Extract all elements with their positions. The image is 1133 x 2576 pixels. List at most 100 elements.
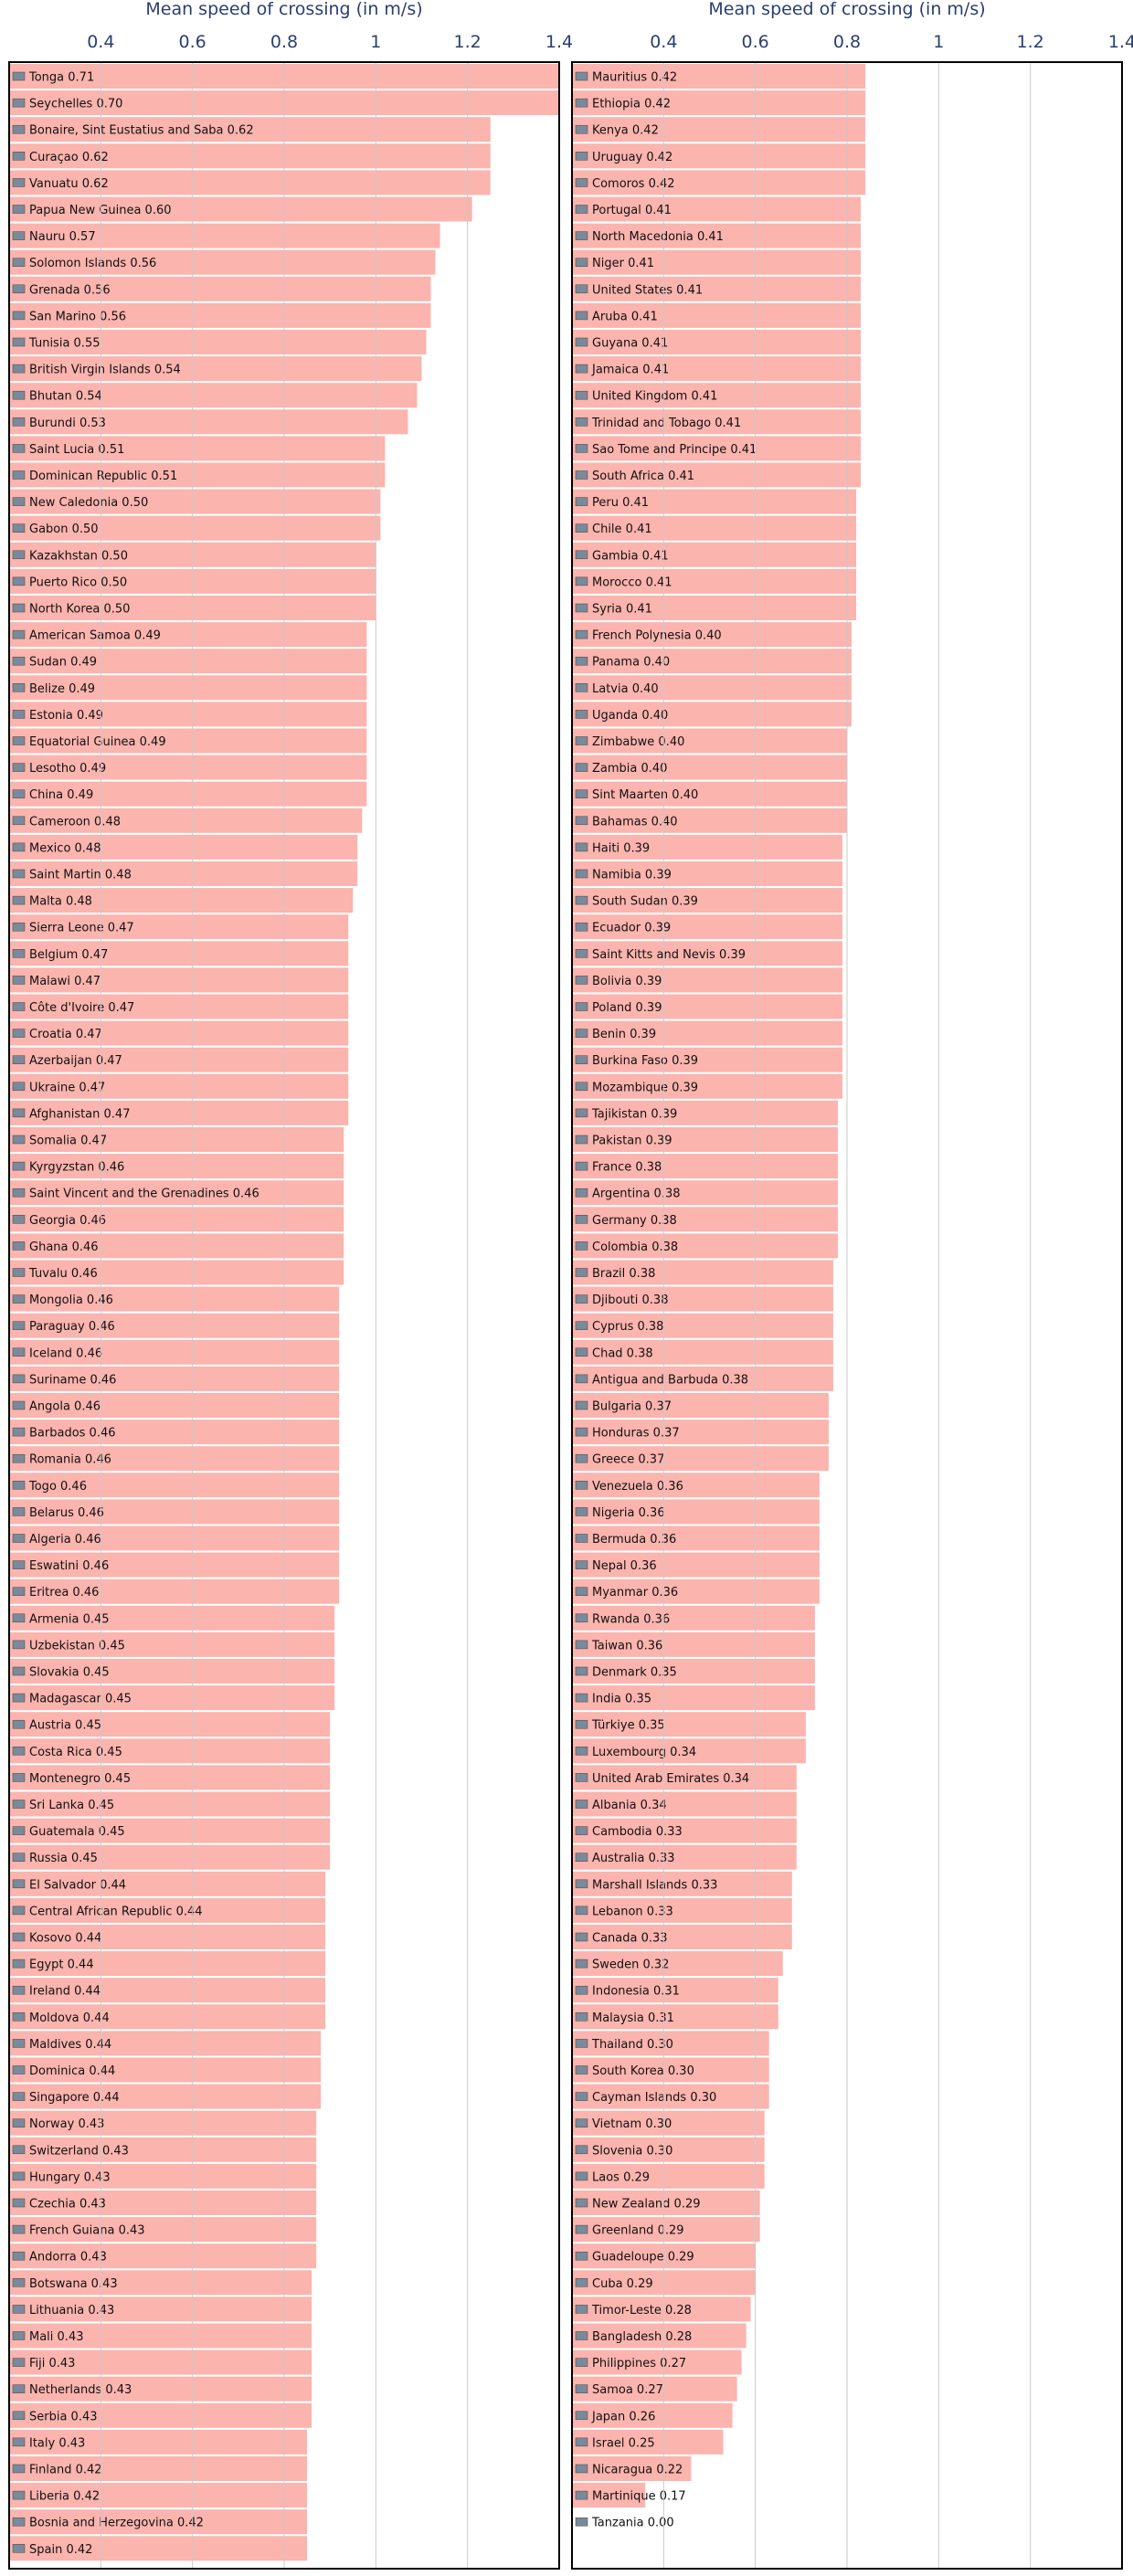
bar-label-belize: Belize 0.49 <box>29 682 95 696</box>
bar-label-laos: Laos 0.29 <box>592 2170 650 2184</box>
flag-icon-american-samoa <box>12 629 26 639</box>
bar-label-sint-maarten: Sint Maarten 0.40 <box>592 788 698 802</box>
bar-uruguay <box>573 143 866 169</box>
flag-icon-denmark <box>575 1666 588 1676</box>
flag-icon-bulgaria <box>575 1400 588 1410</box>
flag-icon-madagascar <box>12 1693 26 1703</box>
bar-label-algeria: Algeria 0.46 <box>29 1533 101 1547</box>
bar-czechia <box>10 2191 317 2215</box>
bar-label-indonesia: Indonesia 0.31 <box>592 1985 680 1999</box>
bar-label-sudan: Sudan 0.49 <box>29 656 97 670</box>
bar-label-ireland: Ireland 0.44 <box>29 1985 101 1999</box>
bar-label-puerto-rico: Puerto Rico 0.50 <box>29 575 127 589</box>
flag-icon-japan <box>575 2411 588 2421</box>
bar-label-equatorial-guinea: Equatorial Guinea 0.49 <box>29 735 166 749</box>
bar-label-sao-tome-and-principe: Sao Tome and Principe 0.41 <box>592 443 757 457</box>
bar-myanmar <box>573 1578 820 1604</box>
bar-label-bahamas: Bahamas 0.40 <box>592 815 678 829</box>
flag-icon-kosovo <box>12 1932 26 1942</box>
bar-finland <box>10 2456 308 2481</box>
bar-ecuador <box>573 914 842 940</box>
flag-icon-thailand <box>575 2039 588 2048</box>
flag-icon-ethiopia <box>575 98 588 108</box>
flag-icon-malaysia <box>575 2012 588 2022</box>
bar-label-el-salvador: El Salvador 0.44 <box>29 1878 126 1892</box>
bar-label-cayman-islands: Cayman Islands 0.30 <box>592 2091 716 2105</box>
x-axis-title: Mean speed of crossing (in m/s) <box>145 0 422 19</box>
flag-icon-united-states <box>575 284 588 294</box>
bar-label-tunisia: Tunisia 0.55 <box>28 337 101 351</box>
bar-label-guyana: Guyana 0.41 <box>592 337 668 351</box>
bar-label-australia: Australia 0.33 <box>592 1852 675 1865</box>
flag-icon-hungary <box>12 2171 26 2181</box>
bar-belize <box>10 675 367 701</box>
flag-icon-new-zealand <box>575 2198 588 2208</box>
flag-icon-sierra-leone <box>12 922 26 932</box>
chart-panel-2: Mean speed of crossing (in m/s) Mauritius… <box>571 0 1133 2570</box>
bar-philippines <box>573 2349 742 2375</box>
bar-label-burundi: Burundi 0.53 <box>29 417 106 430</box>
flag-icon-saint-vincent-and-the-grenadines <box>12 1188 26 1198</box>
bar-label-serbia: Serbia 0.43 <box>29 2410 98 2423</box>
bar-label-uruguay: Uruguay 0.42 <box>592 151 672 164</box>
flag-icon-finland <box>12 2464 26 2474</box>
bar-tuvalu <box>10 1260 344 1285</box>
flag-icon-south-korea <box>575 2065 588 2075</box>
flag-icon-mozambique <box>575 1082 588 1092</box>
bar-label-guatemala: Guatemala 0.45 <box>29 1825 125 1839</box>
bar-bonaire-sint-eustatius-and-saba <box>10 117 491 143</box>
flag-icon-luxembourg <box>575 1747 588 1756</box>
bar-label-estonia: Estonia 0.49 <box>29 709 103 723</box>
flag-icon-timor-leste <box>575 2305 588 2314</box>
bar-label-costa-rica: Costa Rica 0.45 <box>29 1746 122 1759</box>
bar-united-states <box>573 276 862 301</box>
flag-icon-rwanda <box>575 1613 588 1623</box>
bar-label-norway: Norway 0.43 <box>29 2117 104 2131</box>
bar-label-cote-d-ivoire: Côte d'Ivoire 0.47 <box>29 1001 134 1015</box>
x-tick-label: 1.2 <box>454 32 482 52</box>
bar-label-philippines: Philippines 0.27 <box>592 2357 686 2370</box>
bar-label-united-arab-emirates: United Arab Emirates 0.34 <box>592 1772 749 1786</box>
flag-icon-new-caledonia <box>12 497 26 506</box>
bar-label-curacao: Curaçao 0.62 <box>29 151 109 164</box>
bar-taiwan <box>573 1631 815 1657</box>
flag-icon-jamaica <box>575 364 588 374</box>
bar-label-zimbabwe: Zimbabwe 0.40 <box>592 735 684 749</box>
flag-icon-sri-lanka <box>12 1800 26 1809</box>
flag-icon-malawi <box>12 976 26 985</box>
bar-spain <box>10 2536 308 2561</box>
flag-icon-afghanistan <box>12 1108 26 1118</box>
bar-label-afghanistan: Afghanistan 0.47 <box>29 1107 130 1121</box>
bar-label-grenada: Grenada 0.56 <box>29 283 111 297</box>
bar-china <box>10 781 367 807</box>
chart-panel-1: Mean speed of crossing (in m/s) Tonga 0.7… <box>8 0 573 2570</box>
flag-icon-nauru <box>12 231 26 240</box>
flag-icon-burundi <box>12 417 26 427</box>
bar-label-uganda: Uganda 0.40 <box>592 709 668 723</box>
bar-azerbaijan <box>10 1047 349 1072</box>
bar-label-gambia: Gambia 0.41 <box>592 549 669 563</box>
bar-cote-d-ivoire <box>10 994 349 1019</box>
bar-label-liberia: Liberia 0.42 <box>29 2490 100 2504</box>
bar-afghanistan <box>10 1100 349 1125</box>
bar-kyrgyzstan <box>10 1154 344 1179</box>
bar-nigeria <box>573 1499 820 1525</box>
flag-icon-czechia <box>12 2198 26 2208</box>
bar-serbia <box>10 2402 312 2428</box>
bar-comoros <box>573 170 866 195</box>
bar-grenada <box>10 276 431 301</box>
bar-label-moldova: Moldova 0.44 <box>29 2011 110 2025</box>
x-tick-label: 1.4 <box>1108 32 1133 52</box>
flag-icon-lebanon <box>575 1906 588 1916</box>
flag-icon-ecuador <box>575 922 588 932</box>
flag-icon-mongolia <box>12 1294 26 1304</box>
bar-guatemala <box>10 1818 331 1843</box>
bar-croatia <box>10 1020 349 1046</box>
flag-icon-panama <box>575 656 588 666</box>
bar-pakistan <box>573 1127 838 1152</box>
x-axis-title: Mean speed of crossing (in m/s) <box>708 0 985 19</box>
bar-dominica <box>10 2057 322 2083</box>
bar-slovenia <box>573 2137 765 2162</box>
flag-icon-dominica <box>12 2065 26 2075</box>
plot-frame <box>571 61 1123 2570</box>
